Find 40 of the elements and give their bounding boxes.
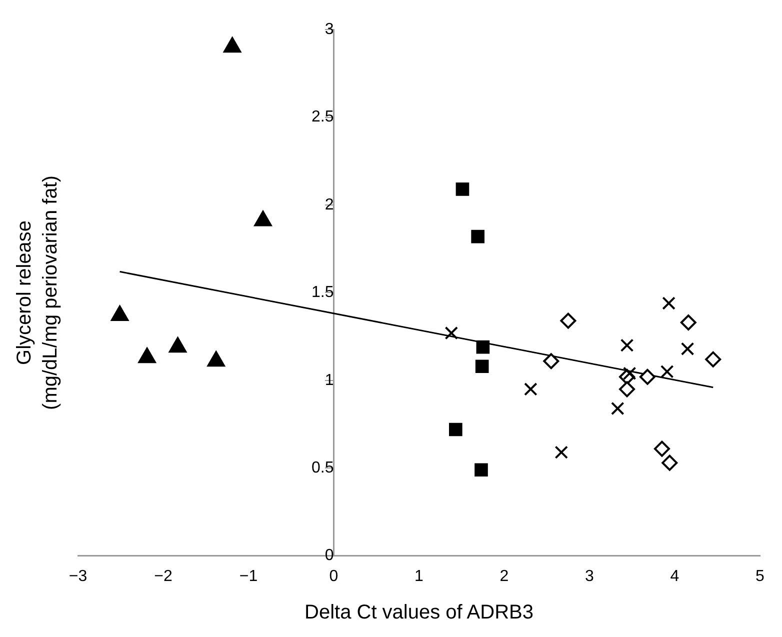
point xyxy=(524,382,538,396)
point xyxy=(680,314,696,331)
y-tick-label: 0 xyxy=(324,547,334,564)
x-tick-label: 1 xyxy=(414,568,424,585)
x-tick-label: −3 xyxy=(68,568,88,585)
point xyxy=(662,454,678,471)
x-tick-label: 2 xyxy=(500,568,509,585)
point xyxy=(639,368,656,385)
x-tick-label: 4 xyxy=(670,568,680,585)
point xyxy=(620,338,634,352)
x-axis-title: Delta Ct values of ADRB3 xyxy=(304,602,534,624)
y-tick-label: 0.5 xyxy=(312,460,334,477)
point xyxy=(471,230,484,244)
x-tick-label: 5 xyxy=(756,568,765,585)
point xyxy=(705,351,722,368)
point xyxy=(543,353,560,370)
point xyxy=(619,381,636,398)
point xyxy=(474,463,488,477)
point xyxy=(610,402,624,416)
point xyxy=(456,182,470,196)
point xyxy=(444,326,458,340)
y-tick-label: 2 xyxy=(324,196,334,214)
point xyxy=(475,360,489,374)
x-tick-label: 3 xyxy=(585,568,594,585)
y-tick-label: 1.5 xyxy=(312,284,334,302)
x-tick-label: −2 xyxy=(154,568,172,585)
y-tick-label: 3 xyxy=(324,21,334,38)
point xyxy=(554,446,568,459)
point xyxy=(662,296,676,310)
y-tick-label: 1 xyxy=(324,372,334,389)
x-tick-label: −1 xyxy=(239,568,258,585)
point xyxy=(680,342,694,356)
y-tick-label: 2.5 xyxy=(312,108,334,126)
point xyxy=(622,366,636,380)
point xyxy=(660,364,674,378)
point xyxy=(654,440,670,457)
point xyxy=(449,422,462,436)
y-axis-title: Glycerol release (mg/dL/mg periovarian fat) xyxy=(14,175,62,410)
point xyxy=(476,340,490,354)
point xyxy=(560,312,576,329)
